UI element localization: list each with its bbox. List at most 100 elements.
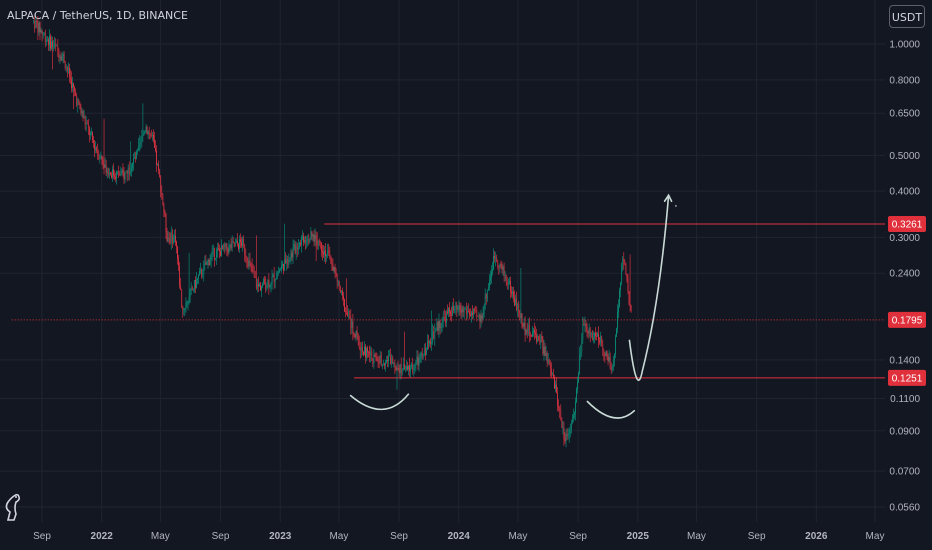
candle-body [402,363,404,371]
candle-body [389,355,390,357]
candle-body [557,392,558,406]
candle-body [566,434,568,436]
candle-body [38,22,40,33]
candle-body [156,150,157,165]
candle-body [606,351,608,357]
candle-body [365,346,366,358]
candle-body [217,248,218,251]
candle-body [264,278,266,285]
candle-body [597,333,598,337]
candle-body [567,435,569,436]
candle-body [113,169,114,176]
candle-body [384,363,385,366]
left-shoulder-arc[interactable] [349,393,410,411]
price-tick-label: 0.0700 [889,467,920,478]
candle-body [342,290,343,296]
projected-breakout-arrow[interactable] [628,194,670,381]
right-shoulder-arc[interactable] [586,400,636,419]
candle-body [500,263,502,265]
candle-body [366,347,367,358]
price-axis[interactable]: 1.0000 0.8000 0.6500 0.5000 0.4000 0.3000 0.24… [888,40,926,514]
candle-body [441,322,443,327]
price-label-badge[interactable] [888,215,926,232]
candle-body [228,245,230,253]
candle-body [563,427,565,440]
drawings[interactable] [349,193,677,419]
candle-body [170,231,172,243]
price-label-badge[interactable] [888,369,926,386]
candle-body [56,45,58,47]
currency-button[interactable]: USDT [889,5,925,28]
candle-body [412,364,414,371]
time-tick-label: Sep [33,531,51,542]
candle-body [625,264,627,274]
candle-body [347,312,348,317]
candle-body [308,238,310,243]
candle-body [604,353,606,357]
candle-body [160,176,162,193]
candle-body [258,284,259,286]
candle-body [83,116,85,119]
candle-body [290,252,292,260]
candle-body [473,309,474,315]
candle-body [497,261,499,267]
candle-body [447,311,448,314]
candle-body [268,280,270,287]
candle-body [442,316,444,323]
arrow-head-icon[interactable] [663,193,673,203]
candle-body [522,324,524,327]
candle-body [91,132,92,134]
candle-body [205,262,207,265]
candle-body [406,366,407,369]
candle-body [326,254,327,257]
candle-body [183,309,185,311]
candle-body [165,213,167,232]
candle-body [421,353,423,357]
candle-body [544,346,546,357]
candle-body [318,241,320,243]
candle-body [476,310,478,316]
candle-body [628,291,630,304]
time-tick-label: 2024 [448,531,471,542]
price-tick-label: 0.8000 [889,75,920,86]
candle-body [72,83,73,89]
candle-body [370,351,372,356]
candle-body [452,306,453,316]
candle-body [391,357,393,365]
candle-body [501,264,503,270]
candle-body [184,308,186,310]
price-label-badge[interactable] [888,311,926,328]
candle-body [269,284,271,287]
symbol-title[interactable]: ALPACA / TetherUS, 1D, BINANCE [7,9,188,22]
candle-body [49,36,50,45]
candle-body [96,147,98,152]
candle-body [46,39,48,41]
tradingview-logo-icon[interactable] [2,490,24,522]
candle-body [151,134,153,136]
candle-body [527,324,529,334]
time-tick-label: 2023 [269,531,292,542]
candle-body [554,377,555,389]
price-tick-label: 0.1400 [889,355,920,366]
candle-body [111,174,112,178]
candle-body [513,291,514,297]
candle-body [81,111,83,113]
candle-body [371,351,373,361]
candle-body [167,238,169,242]
candle-body [137,150,138,152]
candle-body [589,328,591,336]
candle-body [438,320,440,331]
candle-body [58,50,60,58]
candle-body [541,335,543,340]
candle-body [471,312,472,316]
candle-body [360,347,362,351]
horizontal-levels[interactable] [11,223,885,379]
candle-body [489,280,490,288]
candle-body [289,259,291,261]
time-axis[interactable]: Sep 2022 May Sep 2023 May Sep 2024 May Sep 2025 May… [33,531,884,542]
candle-body [403,363,405,370]
candle-body [353,332,355,335]
candle-body [241,242,242,247]
candle-body [179,266,180,286]
